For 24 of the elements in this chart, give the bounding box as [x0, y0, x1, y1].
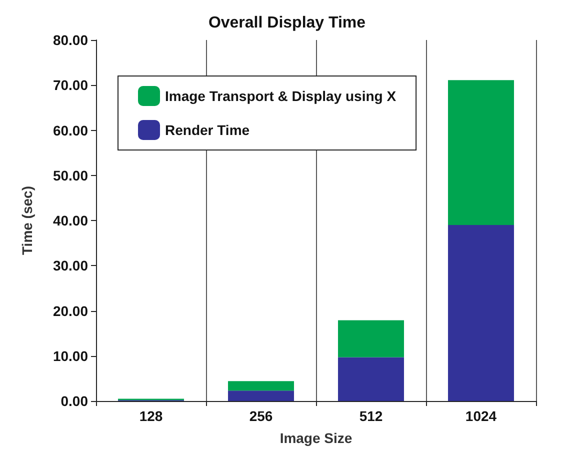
- y-tick-label: 50.00: [52, 167, 88, 184]
- legend-label: Image Transport & Display using X: [165, 88, 397, 104]
- y-tick-label: 30.00: [52, 258, 88, 274]
- bar: [448, 80, 514, 226]
- y-tick-label: 70.00: [52, 77, 88, 94]
- y-tick-label: 60.00: [52, 122, 88, 138]
- chart-title: Overall Display Time: [208, 14, 366, 32]
- bar: [228, 381, 294, 391]
- x-axis-title: Image Size: [280, 430, 352, 446]
- x-tick-label: 128: [139, 408, 163, 424]
- bar: [338, 320, 404, 358]
- x-tick-label: 256: [249, 408, 273, 424]
- bar: [338, 357, 404, 401]
- y-tick-label: 20.00: [52, 302, 88, 319]
- bar: [228, 390, 294, 401]
- bar: [448, 225, 514, 401]
- x-tick-label: 512: [359, 408, 383, 424]
- y-tick-label: 80.00: [52, 32, 88, 48]
- y-tick-label: 10.00: [52, 348, 88, 364]
- legend-label: Render Time: [165, 122, 250, 138]
- y-tick-label: 40.00: [52, 212, 88, 228]
- y-tick-label: 0.00: [60, 393, 88, 409]
- y-axis-title: Time (sec): [19, 186, 35, 255]
- x-tick-label: 1024: [465, 408, 497, 424]
